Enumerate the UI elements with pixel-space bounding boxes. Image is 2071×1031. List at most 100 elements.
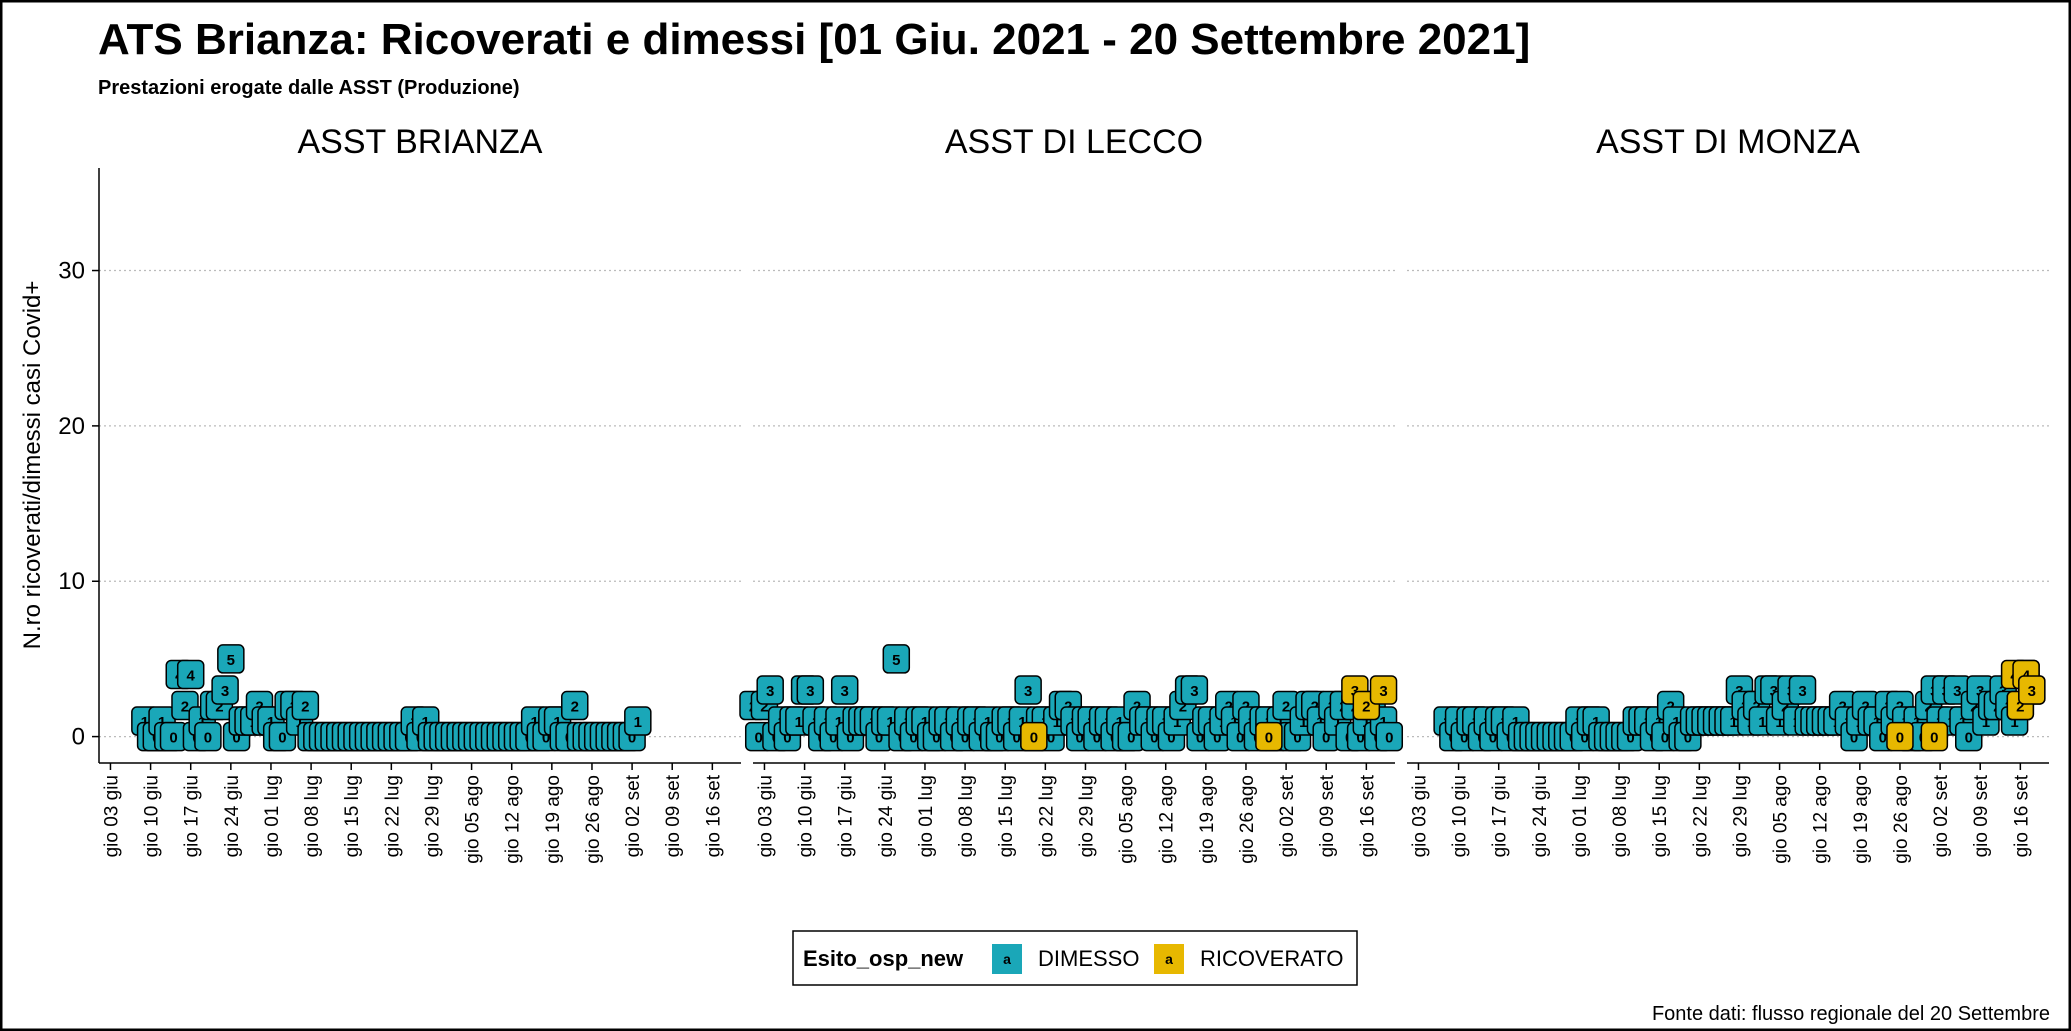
label-box [1375, 721, 1404, 752]
label-box [2018, 675, 2046, 705]
data-label: 2 [1970, 699, 1978, 716]
y-tick-label: 10 [58, 568, 85, 595]
data-label: 0 [1076, 730, 1084, 747]
data-label: 0 [1489, 730, 1497, 747]
legend-box [792, 930, 1358, 986]
data-label: 3 [841, 683, 849, 700]
legend-label: RICOVERATO [1200, 946, 1343, 971]
x-tick-label: gio 16 set [2011, 774, 2032, 857]
x-tick-label: gio 17 giu [1490, 775, 1511, 857]
data-label: 3 [1770, 683, 1778, 700]
data-label: 2 [571, 699, 579, 716]
facet-title: ASST DI MONZA [1596, 123, 1860, 161]
source: Fonte dati: flusso regionale del 20 Sett… [1652, 1003, 2050, 1025]
label-box [1014, 675, 1042, 705]
data-label: 0 [932, 730, 940, 747]
x-tick-label: gio 02 set [1931, 774, 1952, 857]
data-label: 1 [295, 714, 303, 731]
data-label: 3 [1798, 683, 1806, 700]
x-tick-label: gio 10 giu [142, 775, 163, 857]
data-label: 0 [1030, 730, 1038, 747]
x-tick-label: gio 03 giu [755, 775, 776, 857]
data-label: 0 [1460, 730, 1468, 747]
data-label: 2 [760, 699, 768, 716]
panel: 1001004240102235011121100221200000000000… [131, 644, 652, 752]
x-tick-label: gio 02 set [623, 774, 644, 857]
data-label: 1 [795, 714, 803, 731]
label-box [1788, 675, 1817, 705]
x-tick-label: gio 24 giu [1530, 775, 1551, 857]
x-tick-label: gio 29 lug [1730, 775, 1751, 857]
data-label: 1 [1982, 714, 1990, 731]
x-tick-label: gio 26 ago [1237, 775, 1258, 864]
data-label: 0 [1150, 730, 1158, 747]
x-tick-label: gio 16 set [1357, 774, 1378, 857]
data-label: 3 [2028, 683, 2036, 700]
data-label: 2 [1362, 699, 1370, 716]
label-box [756, 675, 784, 705]
data-label: 0 [1356, 730, 1364, 747]
data-label: 0 [783, 730, 791, 747]
data-label: 1 [1334, 714, 1342, 731]
data-label: 1 [886, 714, 894, 731]
y-tick-label: 20 [58, 413, 85, 440]
x-tick-label: gio 10 giu [1450, 775, 1471, 857]
x-tick-label: gio 08 lug [1610, 775, 1631, 857]
data-label: 3 [1976, 683, 1984, 700]
data-label: 3 [1351, 683, 1359, 700]
x-tick-label: gio 10 giu [796, 775, 817, 857]
label-box [211, 675, 239, 705]
x-tick-label: gio 03 giu [1409, 775, 1430, 857]
data-label: 0 [1930, 730, 1938, 747]
data-label: 3 [1190, 683, 1198, 700]
data-label: 1 [1053, 714, 1061, 731]
data-label: 0 [232, 730, 240, 747]
data-label: 5 [227, 652, 235, 669]
data-label: 0 [628, 730, 636, 747]
data-label: 1 [1362, 714, 1370, 731]
label-box [561, 690, 589, 721]
data-label: 0 [1626, 730, 1634, 747]
x-tick-label: gio 08 lug [302, 775, 323, 857]
data-label: 0 [1127, 730, 1135, 747]
x-tick-label: gio 15 lug [342, 775, 363, 857]
data-label: 2 [301, 699, 309, 716]
x-tick-label: gio 24 giu [876, 775, 897, 857]
data-label: 3 [766, 683, 774, 700]
data-label: 0 [1684, 730, 1692, 747]
x-tick-label: gio 24 giu [222, 775, 243, 857]
legend-title: Esito_osp_new [803, 946, 964, 971]
data-label: 2 [1924, 699, 1932, 716]
data-label: 2 [2016, 699, 2024, 716]
x-tick-label: gio 22 lug [1036, 775, 1057, 857]
data-label: 0 [1896, 730, 1904, 747]
legend-glyph: a [1003, 951, 1011, 967]
label-box [1369, 675, 1398, 705]
facet-title: ASST DI LECCO [945, 123, 1203, 161]
data-label: 0 [1879, 730, 1887, 747]
x-tick-label: gio 22 lug [382, 775, 403, 857]
legend-key [1154, 944, 1184, 974]
facet-title: ASST BRIANZA [298, 123, 543, 161]
label-box [796, 675, 825, 705]
y-tick-label: 0 [72, 724, 85, 751]
data-label: 3 [1953, 683, 1961, 700]
x-tick-label: gio 19 ago [543, 775, 564, 864]
chart-subtitle: Prestazioni erogate dalle ASST (Produzio… [98, 77, 520, 99]
x-tick-label: gio 17 giu [182, 775, 203, 857]
data-label: 0 [1167, 730, 1175, 747]
data-label: 3 [1379, 683, 1387, 700]
data-label: 2 [181, 699, 189, 716]
panel: 2023010113310101301111011501011001101011… [739, 644, 1404, 752]
data-label: 2 [1781, 699, 1789, 716]
data-label: 0 [204, 730, 212, 747]
x-tick-label: gio 19 ago [1851, 775, 1872, 864]
data-label: 0 [1322, 730, 1330, 747]
data-label: 0 [1213, 730, 1221, 747]
data-label: 0 [846, 730, 854, 747]
data-label: 0 [961, 730, 969, 747]
data-label: 0 [829, 730, 837, 747]
chart-title: ATS Brianza: Ricoverati e dimessi [01 Gi… [98, 15, 1530, 64]
